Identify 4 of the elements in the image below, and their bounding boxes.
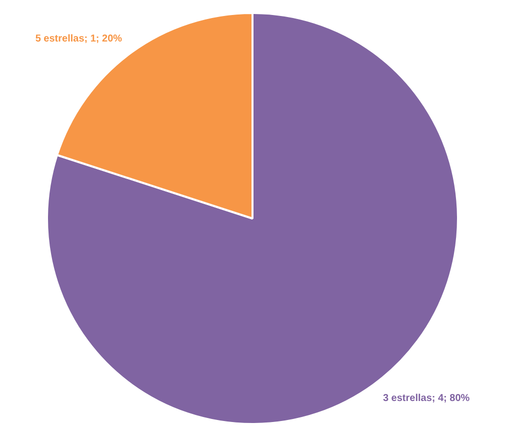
data-label: ; 4; 80% bbox=[432, 392, 470, 404]
slice-label: 5 estrellas bbox=[35, 34, 85, 45]
slice-label: 3 estrellas bbox=[382, 392, 432, 404]
data-label: ; 1; 20% bbox=[84, 34, 122, 45]
